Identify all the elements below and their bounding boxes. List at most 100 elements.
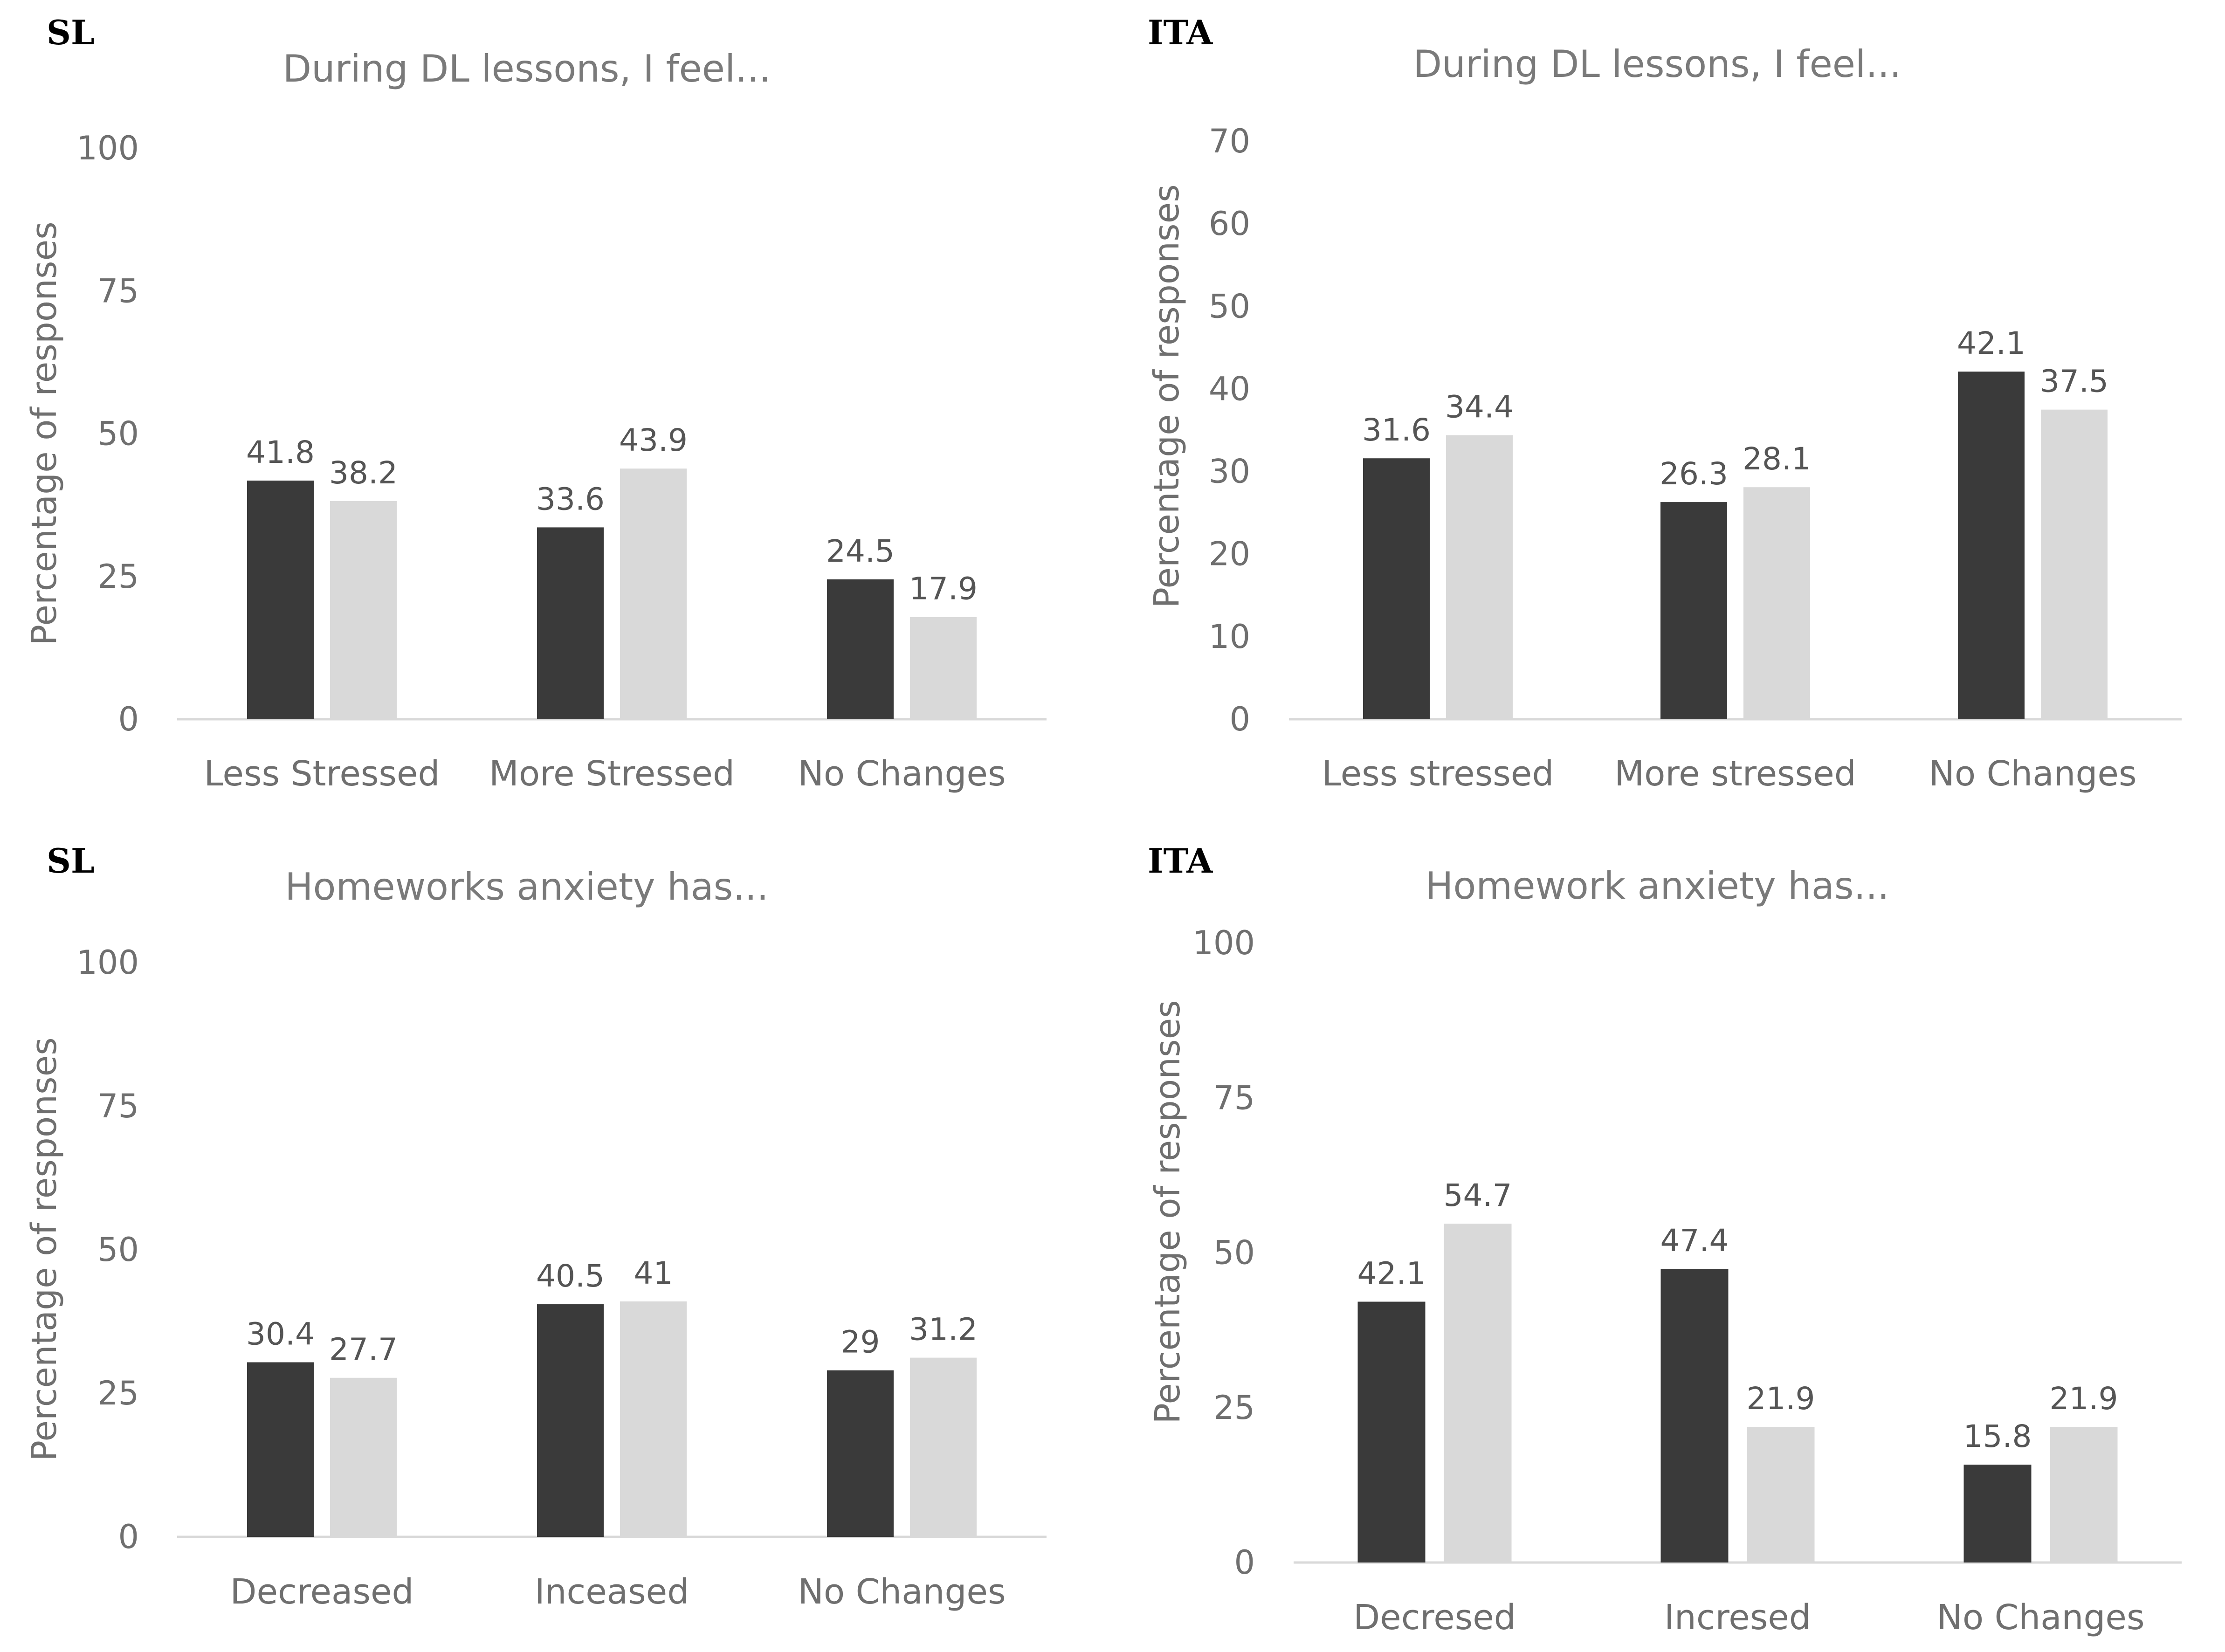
data-label: 29	[841, 1324, 880, 1360]
y-tick-label: 100	[76, 943, 139, 982]
y-tick-label: 60	[1209, 205, 1250, 243]
x-category-label: Decreased	[230, 1572, 414, 1612]
bar-dark-2	[1660, 1269, 1729, 1563]
chart-title: Homeworks anxiety has...	[285, 865, 768, 909]
chart-title: During DL lessons, I feel...	[282, 47, 771, 90]
data-label: 26.3	[1660, 456, 1728, 492]
country-label: ITA	[1148, 841, 1213, 881]
bar-light-3	[910, 617, 977, 719]
bar-light-1	[1446, 435, 1513, 719]
data-label: 27.7	[329, 1332, 398, 1368]
bar-dark-3	[1963, 1465, 2032, 1563]
x-category-label: Decresed	[1353, 1597, 1516, 1638]
chart-panel-1: SL During DL lessons, I feel... Percentage…	[24, 13, 1047, 794]
y-tick-label: 50	[97, 1231, 139, 1269]
bar-light-3	[910, 1357, 977, 1537]
y-tick-label: 0	[118, 1518, 139, 1556]
y-tick-label: 25	[1213, 1389, 1255, 1427]
x-category-label: More Stressed	[489, 754, 735, 794]
country-label: ITA	[1148, 13, 1213, 52]
y-tick-label: 0	[1229, 700, 1250, 738]
data-label: 33.6	[536, 481, 605, 517]
data-label: 37.5	[2040, 364, 2108, 399]
data-label: 21.9	[2050, 1381, 2118, 1417]
x-category-label: No Changes	[798, 1572, 1006, 1612]
x-category-label: Less stressed	[1322, 754, 1554, 794]
bar-light-1	[1444, 1224, 1512, 1563]
data-label: 31.6	[1362, 412, 1431, 448]
y-tick-label: 20	[1209, 535, 1250, 573]
x-category-label: Incresed	[1664, 1597, 1811, 1638]
x-category-label: Inceased	[535, 1572, 689, 1612]
x-category-label: No Changes	[798, 754, 1006, 794]
chart-title: Homework anxiety has...	[1425, 864, 1889, 908]
bar-dark-3	[827, 1370, 894, 1537]
y-tick-label: 100	[76, 129, 139, 167]
data-label: 31.2	[909, 1312, 978, 1348]
y-tick-label: 50	[1209, 287, 1250, 325]
y-tick-label: 25	[97, 558, 139, 596]
y-tick-label: 75	[97, 272, 139, 310]
y-tick-label: 75	[97, 1087, 139, 1125]
bar-dark-1	[1357, 1301, 1426, 1563]
y-tick-label: 50	[1213, 1234, 1255, 1272]
data-label: 17.9	[909, 571, 978, 607]
bar-dark-2	[537, 527, 604, 719]
y-axis-label: Percentage of responses	[24, 1037, 64, 1461]
data-label: 34.4	[1445, 389, 1514, 425]
data-label: 43.9	[619, 422, 688, 458]
bar-light-1	[330, 501, 397, 719]
y-tick-label: 0	[1234, 1543, 1255, 1582]
data-label: 15.8	[1963, 1418, 2032, 1454]
y-axis-label: Percentage of responses	[24, 221, 64, 645]
data-label: 40.5	[536, 1258, 605, 1294]
y-tick-label: 100	[1192, 924, 1255, 962]
bar-light-1	[330, 1377, 397, 1537]
bar-light-3	[2050, 1426, 2118, 1563]
bar-light-2	[1743, 487, 1810, 719]
bar-dark-2	[537, 1304, 604, 1537]
y-tick-label: 25	[97, 1374, 139, 1412]
data-label: 41	[634, 1255, 673, 1291]
x-category-label: More stressed	[1614, 754, 1856, 794]
y-tick-label: 70	[1209, 122, 1250, 160]
y-tick-label: 0	[118, 700, 139, 738]
bar-dark-3	[1958, 372, 2025, 719]
y-tick-label: 10	[1209, 618, 1250, 656]
bar-dark-3	[827, 579, 894, 719]
bar-dark-1	[247, 1362, 314, 1537]
data-label: 41.8	[246, 434, 315, 470]
y-tick-label: 75	[1213, 1079, 1255, 1117]
y-tick-label: 40	[1209, 370, 1250, 408]
y-axis-label: Percentage of responses	[1147, 184, 1187, 608]
data-label: 21.9	[1747, 1381, 1815, 1417]
bar-dark-1	[1363, 458, 1430, 719]
chart-panel-3: SL Homeworks anxiety has... Percentage of …	[24, 841, 1047, 1612]
data-label: 30.4	[246, 1316, 315, 1352]
bar-dark-2	[1660, 502, 1727, 719]
y-tick-label: 50	[97, 415, 139, 453]
x-category-label: Less Stressed	[204, 754, 440, 794]
data-label: 24.5	[826, 533, 895, 569]
x-category-label: No Changes	[1936, 1597, 2144, 1638]
data-label: 38.2	[329, 455, 398, 491]
y-tick-label: 30	[1209, 453, 1250, 491]
data-label: 42.1	[1357, 1255, 1426, 1291]
bar-light-2	[1747, 1426, 1815, 1563]
chart-panel-2: ITA During DL lessons, I feel... Percentag…	[1147, 13, 2182, 794]
bar-light-3	[2041, 409, 2108, 719]
bar-light-2	[620, 468, 687, 719]
bar-dark-1	[247, 480, 314, 719]
country-label: SL	[47, 841, 95, 881]
data-label: 42.1	[1957, 325, 2025, 361]
data-label: 47.4	[1660, 1223, 1729, 1259]
chart-panel-4: ITA Homework anxiety has... Percentage of …	[1148, 841, 2182, 1638]
chart-title: During DL lessons, I feel...	[1413, 42, 1901, 86]
data-label: 54.7	[1444, 1177, 1512, 1213]
x-category-label: No Changes	[1929, 754, 2136, 794]
y-axis-label: Percentage of responses	[1148, 1000, 1188, 1424]
data-label: 28.1	[1743, 441, 1811, 477]
bar-light-2	[620, 1301, 687, 1537]
country-label: SL	[47, 13, 95, 52]
